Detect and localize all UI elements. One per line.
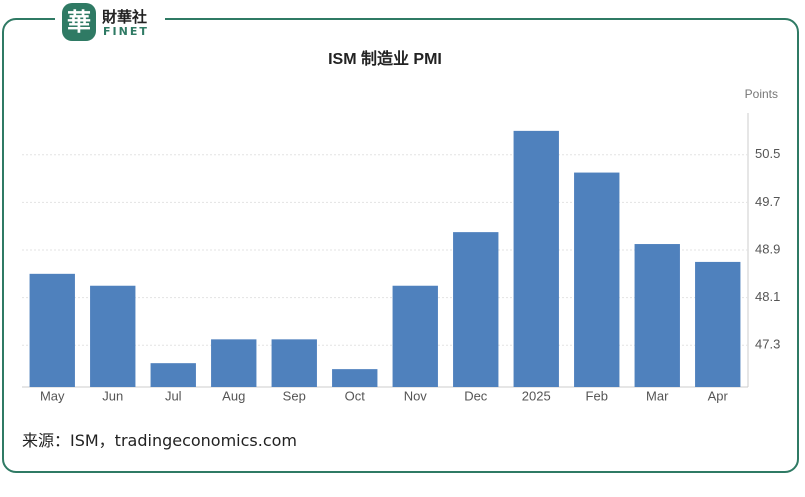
x-tick-label: Jul (165, 388, 182, 403)
x-tick-label: 2025 (522, 388, 551, 403)
bar (695, 261, 741, 387)
y-tick-label: 48.9 (755, 241, 780, 256)
x-tick-label: Jun (102, 388, 123, 403)
x-tick-label: Feb (586, 388, 608, 403)
bar (453, 232, 499, 387)
x-tick-label: May (40, 388, 65, 403)
bar (574, 172, 620, 387)
x-tick-label: Mar (646, 388, 669, 403)
logo-sub: FINET (103, 25, 149, 38)
y-unit: Points (745, 87, 778, 101)
bar (211, 339, 257, 387)
logo: 華 財華社 FINET (55, 0, 165, 42)
y-tick-label: 49.7 (755, 194, 780, 209)
bar (332, 369, 378, 387)
chart-title: ISM 制造业 PMI (328, 49, 442, 68)
x-tick-label: Dec (464, 388, 488, 403)
bar (513, 130, 559, 387)
x-tick-label: Oct (345, 388, 366, 403)
source: 来源：ISM，tradingeconomics.com (22, 431, 298, 450)
bar (90, 285, 136, 387)
bar (271, 339, 317, 387)
bar (634, 244, 680, 387)
bar (150, 363, 196, 387)
frame (2, 18, 799, 473)
logo-name: 財華社 (102, 8, 148, 26)
bar (392, 285, 438, 387)
y-tick-label: 50.5 (755, 146, 780, 161)
y-tick-label: 47.3 (755, 337, 780, 352)
y-tick-label: 48.1 (755, 289, 780, 304)
logo-mark: 華 (62, 3, 96, 41)
x-tick-label: Nov (404, 388, 428, 403)
x-tick-label: Apr (708, 388, 729, 403)
bar (29, 273, 75, 387)
x-tick-label: Sep (283, 388, 306, 403)
x-tick-label: Aug (222, 388, 245, 403)
